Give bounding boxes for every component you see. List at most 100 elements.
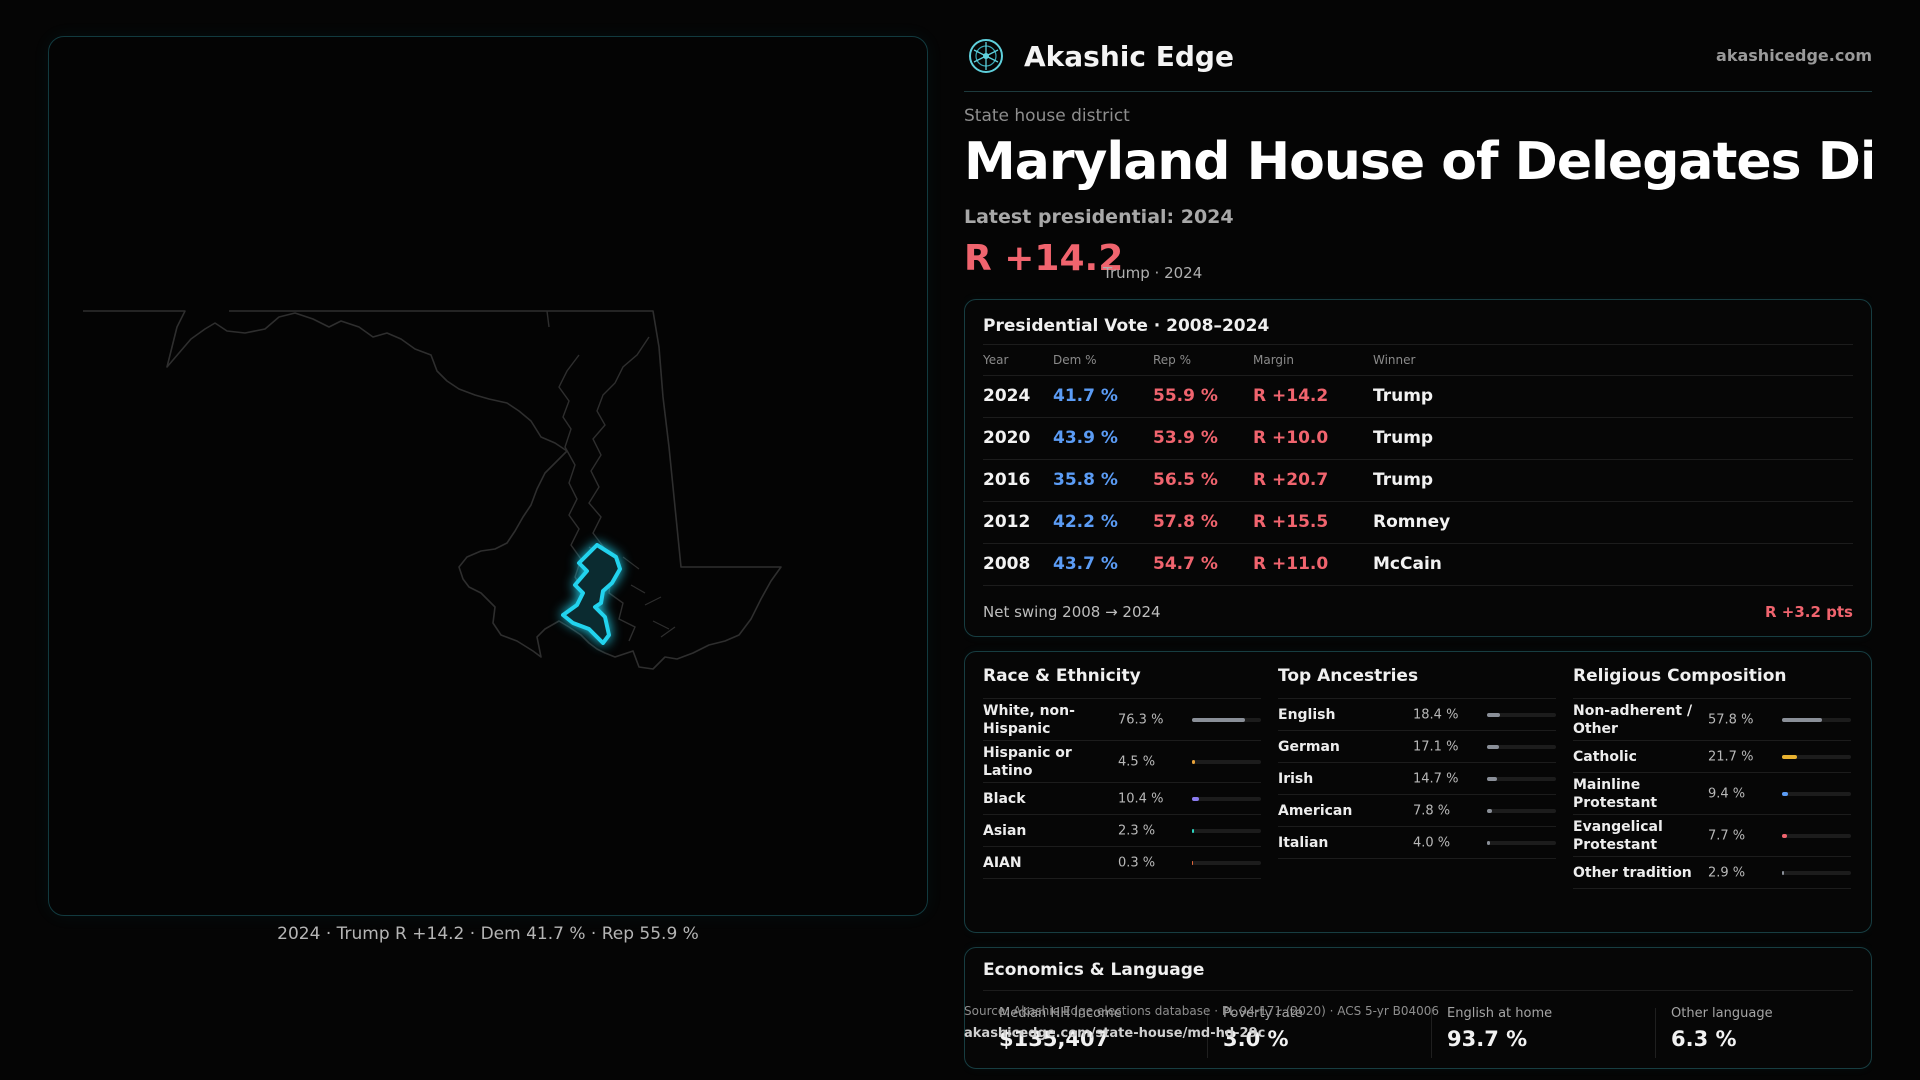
chesapeake-eastern-shore xyxy=(588,336,650,642)
item-value: 9.4 % xyxy=(1708,786,1746,801)
row-margin: R +15.5 xyxy=(1253,512,1329,532)
share-bar xyxy=(1487,776,1556,781)
share-bar-fill xyxy=(1192,717,1245,722)
list-item: White, non-Hispanic 76.3 % xyxy=(983,699,1261,741)
share-bar-fill xyxy=(1487,744,1499,749)
list-item: Irish 14.7 % xyxy=(1278,763,1556,795)
item-value: 7.7 % xyxy=(1708,828,1746,843)
share-bar-fill xyxy=(1782,754,1797,759)
other-language-stat: Other language 6.3 % xyxy=(1671,1006,1871,1051)
item-label: German xyxy=(1278,738,1340,755)
share-bar-fill xyxy=(1487,712,1500,717)
item-value: 21.7 % xyxy=(1708,749,1754,764)
map-caption: 2024 · Trump R +14.2 · Dem 41.7 % · Rep … xyxy=(277,924,699,944)
share-bar-fill xyxy=(1782,870,1784,875)
brand-url-link[interactable]: akashicedge.com xyxy=(1716,46,1872,65)
share-bar xyxy=(1192,796,1261,801)
item-label: Mainline Protestant xyxy=(1573,776,1658,811)
divider xyxy=(1207,1008,1208,1058)
stat-label: Other language xyxy=(1671,1006,1773,1021)
row-winner: McCain xyxy=(1373,554,1442,574)
share-bar-fill xyxy=(1192,860,1194,865)
share-bar xyxy=(1487,808,1556,813)
source-note: Source: Akashic Edge elections database … xyxy=(964,1004,1440,1018)
brand-bar: Akashic Edge akashicedge.com xyxy=(964,36,1872,92)
item-value: 4.0 % xyxy=(1413,835,1451,850)
presidential-vote-title: Presidential Vote · 2008–2024 xyxy=(983,316,1270,336)
item-value: 14.7 % xyxy=(1413,771,1459,786)
religious-composition-list: Non-adherent / Other 57.8 % Catholic 21.7 %… xyxy=(1573,698,1851,889)
source-url-link[interactable]: akashicedge.com/state-house/md-hd-29c xyxy=(964,1026,1266,1041)
share-bar xyxy=(1782,833,1851,838)
table-row: 2020 43.9 % 53.9 % R +10.0 Trump xyxy=(983,418,1853,460)
share-bar xyxy=(1782,754,1851,759)
race-ethnicity-column: Race & Ethnicity White, non-Hispanic 76.3… xyxy=(983,666,1261,879)
table-row: 2012 42.2 % 57.8 % R +15.5 Romney xyxy=(983,502,1853,544)
item-value: 57.8 % xyxy=(1708,712,1754,727)
share-bar xyxy=(1782,717,1851,722)
item-value: 2.9 % xyxy=(1708,865,1746,880)
share-bar-fill xyxy=(1192,759,1196,764)
demographics-card: Race & Ethnicity White, non-Hispanic 76.3… xyxy=(964,651,1872,933)
row-year: 2020 xyxy=(983,428,1031,448)
religious-composition-title: Religious Composition xyxy=(1573,666,1787,686)
item-label: Italian xyxy=(1278,834,1329,851)
district-29c-highlight xyxy=(561,543,622,645)
item-value: 7.8 % xyxy=(1413,803,1451,818)
list-item: Mainline Protestant 9.4 % xyxy=(1573,773,1851,815)
row-rep-share: 57.8 % xyxy=(1153,512,1218,532)
share-bar-fill xyxy=(1782,791,1789,796)
share-bar-fill xyxy=(1487,808,1493,813)
row-dem-share: 42.2 % xyxy=(1053,512,1118,532)
district-type-label: State house district xyxy=(964,106,1130,126)
row-year: 2008 xyxy=(983,554,1031,574)
item-label: Non-adherent / Other xyxy=(1573,702,1693,737)
divider xyxy=(1655,1008,1656,1058)
item-label: Hispanic or Latino xyxy=(983,744,1072,779)
item-label: Irish xyxy=(1278,770,1314,787)
item-label: Asian xyxy=(983,822,1027,839)
stat-label: English at home xyxy=(1447,1006,1553,1021)
share-bar xyxy=(1487,712,1556,717)
eastern-shore-inlets xyxy=(588,546,676,638)
list-item: Black 10.4 % xyxy=(983,783,1261,815)
column-header-winner: Winner xyxy=(1373,353,1416,367)
list-item: American 7.8 % xyxy=(1278,795,1556,827)
top-ancestries-list: English 18.4 % German 17.1 % Irish 14.7 % Amer… xyxy=(1278,698,1556,859)
stat-value: 6.3 % xyxy=(1671,1027,1737,1051)
item-value: 17.1 % xyxy=(1413,739,1459,754)
share-bar xyxy=(1192,860,1261,865)
table-row: 2008 43.7 % 54.7 % R +11.0 McCain xyxy=(983,544,1853,586)
column-header-rep: Rep % xyxy=(1153,353,1192,367)
table-row: 2016 35.8 % 56.5 % R +20.7 Trump xyxy=(983,460,1853,502)
row-year: 2024 xyxy=(983,386,1031,406)
item-label: Black xyxy=(983,790,1026,807)
race-ethnicity-list: White, non-Hispanic 76.3 % Hispanic or Lat… xyxy=(983,698,1261,879)
list-item: Italian 4.0 % xyxy=(1278,827,1556,859)
row-rep-share: 54.7 % xyxy=(1153,554,1218,574)
latest-presidential-label: Latest presidential: 2024 xyxy=(964,206,1234,228)
row-winner: Trump xyxy=(1373,470,1434,490)
item-label: Catholic xyxy=(1573,748,1637,765)
share-bar xyxy=(1487,744,1556,749)
race-ethnicity-title: Race & Ethnicity xyxy=(983,666,1141,686)
row-dem-share: 43.9 % xyxy=(1053,428,1118,448)
poverty-rate-stat: Poverty rate 3.0 % xyxy=(1223,1006,1433,1051)
item-value: 76.3 % xyxy=(1118,712,1164,727)
economics-language-card: Economics & Language Median HH income $1… xyxy=(964,947,1872,1069)
share-bar xyxy=(1487,840,1556,845)
item-label: English xyxy=(1278,706,1336,723)
share-bar xyxy=(1192,828,1261,833)
item-value: 10.4 % xyxy=(1118,791,1164,806)
compass-globe-icon xyxy=(969,39,1003,73)
item-label: American xyxy=(1278,802,1353,819)
item-label: Evangelical Protestant xyxy=(1573,818,1663,853)
maryland-state-outline xyxy=(83,310,782,670)
presidential-vote-card: Presidential Vote · 2008–2024 Year Dem %… xyxy=(964,299,1872,637)
stat-value: 3.0 % xyxy=(1223,1027,1289,1051)
economics-language-title: Economics & Language xyxy=(983,960,1205,980)
row-rep-share: 56.5 % xyxy=(1153,470,1218,490)
list-item: Asian 2.3 % xyxy=(983,815,1261,847)
item-value: 18.4 % xyxy=(1413,707,1459,722)
stat-label: Median HH income xyxy=(999,1006,1122,1021)
